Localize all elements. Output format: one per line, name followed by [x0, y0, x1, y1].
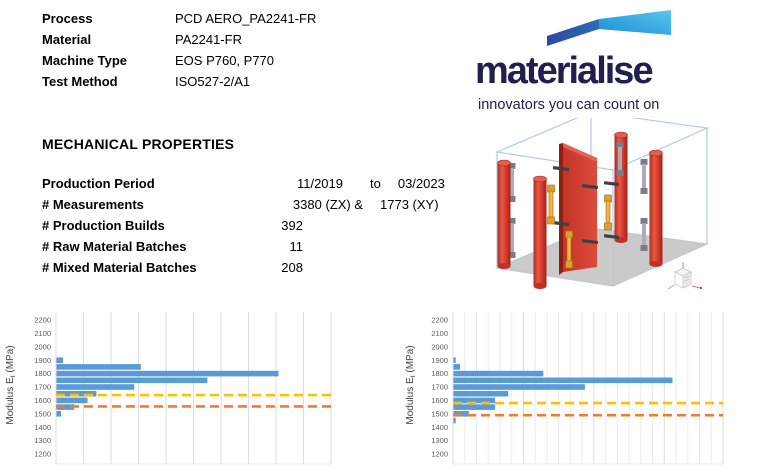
row-value: 11: [289, 239, 304, 254]
build-chamber-render: [494, 118, 710, 290]
row-label: # Mixed Material Batches: [42, 260, 197, 275]
svg-text:2100: 2100: [431, 329, 448, 338]
row-label: # Raw Material Batches: [42, 239, 187, 254]
tensile-specimen: [616, 142, 624, 176]
tensile-specimen-yellow: [565, 230, 573, 269]
svg-text:2200: 2200: [431, 316, 448, 325]
section-title: MECHANICAL PROPERTIES: [42, 136, 235, 152]
properties-table: Production Period 11/2019 to 03/2023 # M…: [42, 173, 445, 278]
red-column: [649, 149, 663, 267]
field-value: PCD AERO_PA2241-FR: [175, 11, 317, 26]
y-axis-title: Modulus Et (MPa): [5, 345, 17, 425]
svg-text:1600: 1600: [431, 396, 448, 405]
mounting-bars: [552, 166, 620, 245]
svg-text:1800: 1800: [431, 369, 448, 378]
orientation-cube-icon: [667, 262, 702, 290]
field-value: ISO527-2/A1: [175, 74, 251, 89]
period-connector: to: [370, 176, 381, 191]
row-label: # Measurements: [42, 197, 144, 212]
logo-wordmark: materialise: [475, 50, 654, 92]
svg-text:2100: 2100: [34, 329, 51, 338]
row-production-builds: # Production Builds 392: [42, 215, 445, 236]
svg-text:1300: 1300: [431, 436, 448, 445]
tensile-specimen-yellow: [604, 194, 612, 231]
modulus-histogram-left: Modulus Et (MPa) 2200 2100 2000 1900 1800 170…: [0, 303, 380, 475]
svg-text:1200: 1200: [431, 450, 448, 459]
red-column: [614, 131, 628, 243]
svg-text:1500: 1500: [431, 409, 448, 418]
measurements-zx: 3380 (ZX) &: [292, 197, 363, 212]
svg-text:1400: 1400: [431, 423, 448, 432]
period-end: 03/2023: [397, 176, 445, 191]
row-raw-material-batches: # Raw Material Batches 11: [42, 236, 445, 257]
field-label: Test Method: [42, 74, 118, 89]
svg-text:1700: 1700: [34, 383, 51, 392]
svg-text:1800: 1800: [34, 369, 51, 378]
svg-text:1400: 1400: [34, 423, 51, 432]
tensile-specimen: [508, 163, 516, 202]
tensile-specimen: [640, 218, 648, 251]
svg-text:1500: 1500: [34, 409, 51, 418]
svg-text:1700: 1700: [431, 383, 448, 392]
separator-plate: [559, 143, 597, 275]
svg-text:2000: 2000: [34, 342, 51, 351]
logo-swoosh-icon: [547, 10, 671, 46]
svg-text:2000: 2000: [431, 342, 448, 351]
svg-text:1900: 1900: [431, 356, 448, 365]
row-production-period: Production Period 11/2019 to 03/2023: [42, 173, 445, 194]
header-info-table: Process PCD AERO_PA2241-FR Material PA22…: [42, 8, 316, 92]
period-start: 11/2019: [296, 176, 343, 191]
row-measurements: # Measurements 3380 (ZX) & 1773 (XY): [42, 194, 445, 215]
field-value: PA2241-FR: [175, 32, 242, 47]
materialise-logo: materialise innovators you can count on: [475, 8, 687, 113]
row-mixed-material-batches: # Mixed Material Batches 208: [42, 257, 445, 278]
field-label: Process: [42, 11, 93, 26]
svg-text:2200: 2200: [34, 316, 51, 325]
svg-text:1900: 1900: [34, 356, 51, 365]
tensile-specimen-yellow: [547, 184, 555, 225]
red-column: [497, 159, 511, 269]
field-label: Material: [42, 32, 92, 47]
row-value: 392: [281, 218, 303, 233]
field-label: Machine Type: [42, 53, 128, 68]
tensile-specimen: [508, 218, 516, 258]
header-row-process: Process PCD AERO_PA2241-FR: [42, 8, 316, 29]
measurements-xy: 1773 (XY): [380, 197, 439, 212]
red-column: [533, 175, 547, 289]
row-label: Production Period: [42, 176, 155, 191]
svg-text:1600: 1600: [34, 396, 51, 405]
tensile-specimen: [640, 159, 648, 194]
y-axis-title: Modulus Et (MPa): [405, 345, 417, 425]
modulus-histogram-right-plot: 2200 2100 2000 1900 1800 1700 1600 1500 1400 1300…: [431, 312, 724, 465]
header-row-machine-type: Machine Type EOS P760, P770: [42, 50, 316, 71]
header-row-test-method: Test Method ISO527-2/A1: [42, 71, 316, 92]
svg-text:1200: 1200: [34, 450, 51, 459]
svg-text:1300: 1300: [34, 436, 51, 445]
row-label: # Production Builds: [42, 218, 165, 233]
modulus-histogram-right: Modulus Et (MPa) 2200 2100 2000 1900 1800 170…: [380, 303, 760, 475]
header-row-material: Material PA2241-FR: [42, 29, 316, 50]
logo-tagline: innovators you can count on: [478, 97, 660, 113]
row-value: 208: [281, 260, 303, 275]
modulus-histogram-left-plot: 2200 2100 2000 1900 1800 1700 1600 1500 1400 1300…: [34, 312, 332, 465]
field-value: EOS P760, P770: [175, 53, 275, 68]
